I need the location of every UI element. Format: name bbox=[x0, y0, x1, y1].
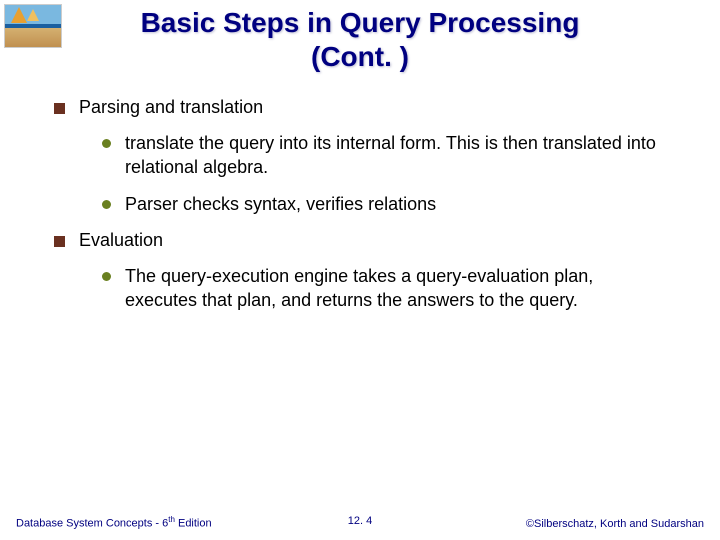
round-bullet-icon bbox=[102, 139, 111, 148]
square-bullet-icon bbox=[54, 103, 65, 114]
content-area: Parsing and translation translate the qu… bbox=[0, 73, 720, 312]
footer-left-prefix: Database System Concepts - 6 bbox=[16, 518, 168, 530]
list-subitem: translate the query into its internal fo… bbox=[102, 132, 690, 179]
footer-left-suffix: Edition bbox=[175, 518, 212, 530]
list-item-label: Parsing and translation bbox=[79, 97, 263, 118]
list-subitem: The query-execution engine takes a query… bbox=[102, 265, 690, 312]
title-line-2: (Cont. ) bbox=[311, 41, 409, 72]
slide: Basic Steps in Query Processing (Cont. )… bbox=[0, 0, 720, 540]
logo-image bbox=[4, 4, 62, 48]
list-subitem-text: The query-execution engine takes a query… bbox=[125, 265, 690, 312]
list-subitem-text: Parser checks syntax, verifies relations bbox=[125, 193, 690, 216]
round-bullet-icon bbox=[102, 272, 111, 281]
list-item: Evaluation bbox=[54, 230, 690, 251]
round-bullet-icon bbox=[102, 200, 111, 209]
footer-center: 12. 4 bbox=[348, 515, 372, 527]
list-subitem-text: translate the query into its internal fo… bbox=[125, 132, 690, 179]
slide-title: Basic Steps in Query Processing (Cont. ) bbox=[0, 0, 720, 73]
footer-right: ©Silberschatz, Korth and Sudarshan bbox=[526, 518, 704, 530]
title-line-1: Basic Steps in Query Processing bbox=[141, 7, 580, 38]
footer-left-sup: th bbox=[168, 515, 175, 524]
footer-left: Database System Concepts - 6th Edition bbox=[16, 515, 212, 530]
list-subitem: Parser checks syntax, verifies relations bbox=[102, 193, 690, 216]
list-item-label: Evaluation bbox=[79, 230, 163, 251]
square-bullet-icon bbox=[54, 236, 65, 247]
list-item: Parsing and translation bbox=[54, 97, 690, 118]
footer: Database System Concepts - 6th Edition 1… bbox=[0, 515, 720, 530]
